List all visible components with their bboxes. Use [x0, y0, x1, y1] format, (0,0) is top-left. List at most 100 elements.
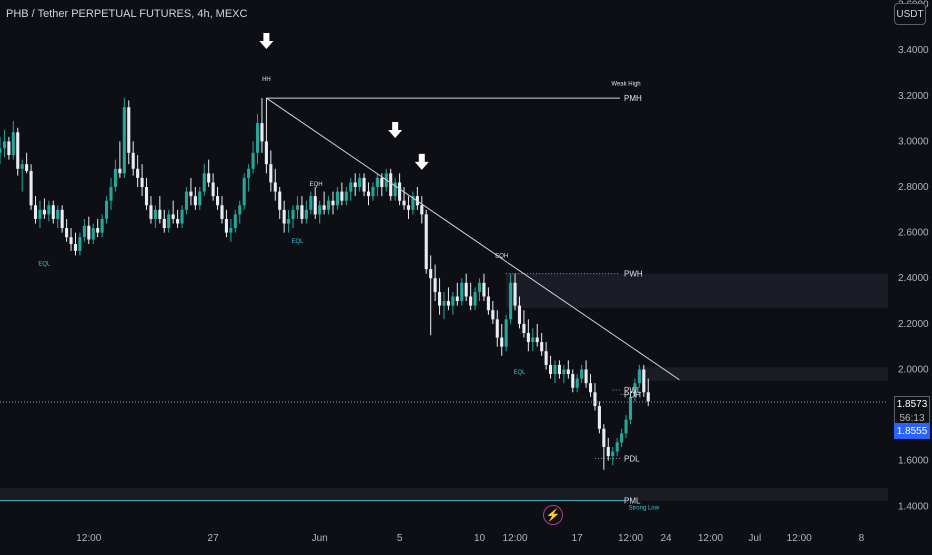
candle-body: [211, 182, 215, 197]
lightning-icon[interactable]: ⚡: [543, 505, 563, 525]
candle-body: [553, 364, 557, 375]
candle-body: [131, 152, 135, 169]
candle-body: [402, 200, 406, 206]
candle-body: [309, 196, 313, 210]
x-tick-label: 10: [474, 533, 486, 544]
candle-body: [73, 244, 78, 251]
candle-body: [406, 205, 411, 210]
y-tick-label: 2.8000: [898, 182, 929, 193]
candle-body: [620, 433, 624, 443]
candle-body: [344, 191, 348, 201]
candle-body: [393, 182, 397, 197]
candle-body: [322, 205, 326, 210]
candle-body: [602, 428, 606, 448]
x-tick-label: 24: [660, 533, 672, 544]
x-tick-label: 17: [572, 533, 584, 544]
candle-body: [60, 209, 64, 229]
x-tick-label: 5: [397, 533, 403, 544]
candle-body: [65, 228, 69, 238]
candle-body: [136, 168, 140, 178]
candle-body: [411, 196, 415, 210]
candle-body: [7, 141, 11, 156]
candle-body: [233, 214, 237, 229]
y-tick-label: 1.6000: [898, 456, 929, 467]
x-tick-label: 12:00: [698, 533, 723, 544]
candle-body: [424, 214, 428, 270]
candle-body: [162, 218, 166, 229]
liquidity-zone: [506, 273, 888, 308]
candle-body: [118, 168, 122, 174]
y-tick-label: 2.2000: [898, 319, 929, 330]
candle-body: [433, 278, 437, 292]
candle-body: [575, 378, 579, 388]
candle-body: [113, 168, 117, 188]
candle-body: [167, 214, 171, 229]
candle-body: [91, 228, 95, 240]
annotation-label: EQL: [38, 262, 51, 268]
x-tick-label: 8: [859, 533, 865, 544]
x-tick-label: 12:00: [76, 533, 101, 544]
candle-body: [420, 205, 424, 215]
y-tick-label: 3.4000: [898, 45, 929, 56]
annotation-label: EQL: [513, 370, 526, 376]
candle-body: [584, 369, 588, 384]
candle-body: [20, 164, 24, 169]
y-tick-label: 2.4000: [898, 273, 929, 284]
candle-body: [25, 164, 29, 172]
candle-body: [96, 228, 100, 233]
x-tick-label: 27: [208, 533, 220, 544]
candle-body: [260, 123, 264, 142]
candle-body: [238, 205, 242, 215]
candle-body: [78, 237, 82, 251]
candle-body: [429, 269, 433, 279]
candle-body: [251, 152, 255, 169]
candle-body: [633, 383, 637, 397]
candle-body: [2, 141, 6, 149]
annotation-label: HH: [262, 77, 271, 83]
candle-body: [566, 369, 570, 375]
candle-body: [82, 225, 86, 238]
candle-body: [473, 291, 477, 306]
candle-body: [588, 383, 593, 393]
currency-button[interactable]: USDT: [894, 3, 926, 25]
candle-body: [442, 301, 446, 306]
candle-body: [495, 319, 499, 338]
candle-body: [278, 191, 282, 210]
candle-body: [38, 209, 42, 219]
candle-body: [318, 205, 322, 215]
chart-title: PHB / Tether PERPETUAL FUTURES, 4h, MEXC: [6, 8, 248, 20]
candle-body: [593, 392, 597, 406]
candle-body: [304, 209, 308, 219]
x-tick-label: 12:00: [503, 533, 528, 544]
candle-body: [504, 319, 508, 347]
candle-body: [557, 364, 561, 375]
candle-body: [628, 396, 633, 420]
candle-body: [482, 282, 486, 297]
candle-body: [229, 228, 233, 233]
candle-body: [224, 218, 228, 233]
candle-body: [0, 148, 2, 153]
candle-body: [42, 209, 46, 215]
candle-body: [313, 196, 317, 215]
candle-body: [51, 205, 55, 219]
candle-body: [56, 209, 60, 219]
candle-body: [366, 191, 371, 197]
level-label: PMH: [624, 94, 642, 103]
candle-body: [242, 177, 246, 206]
candle-body: [122, 107, 126, 174]
candle-body: [398, 182, 402, 201]
candle-body: [486, 296, 490, 311]
candle-body: [335, 191, 339, 206]
candle-body: [491, 310, 495, 320]
candle-body: [380, 177, 384, 188]
candle-body: [127, 107, 131, 153]
candle-body: [469, 296, 473, 306]
down-arrow-icon: [259, 33, 274, 50]
candle-body: [562, 369, 566, 375]
candle-body: [100, 218, 104, 233]
candle-body: [144, 187, 149, 206]
candle-body: [451, 296, 455, 306]
candle-body: [624, 419, 628, 434]
